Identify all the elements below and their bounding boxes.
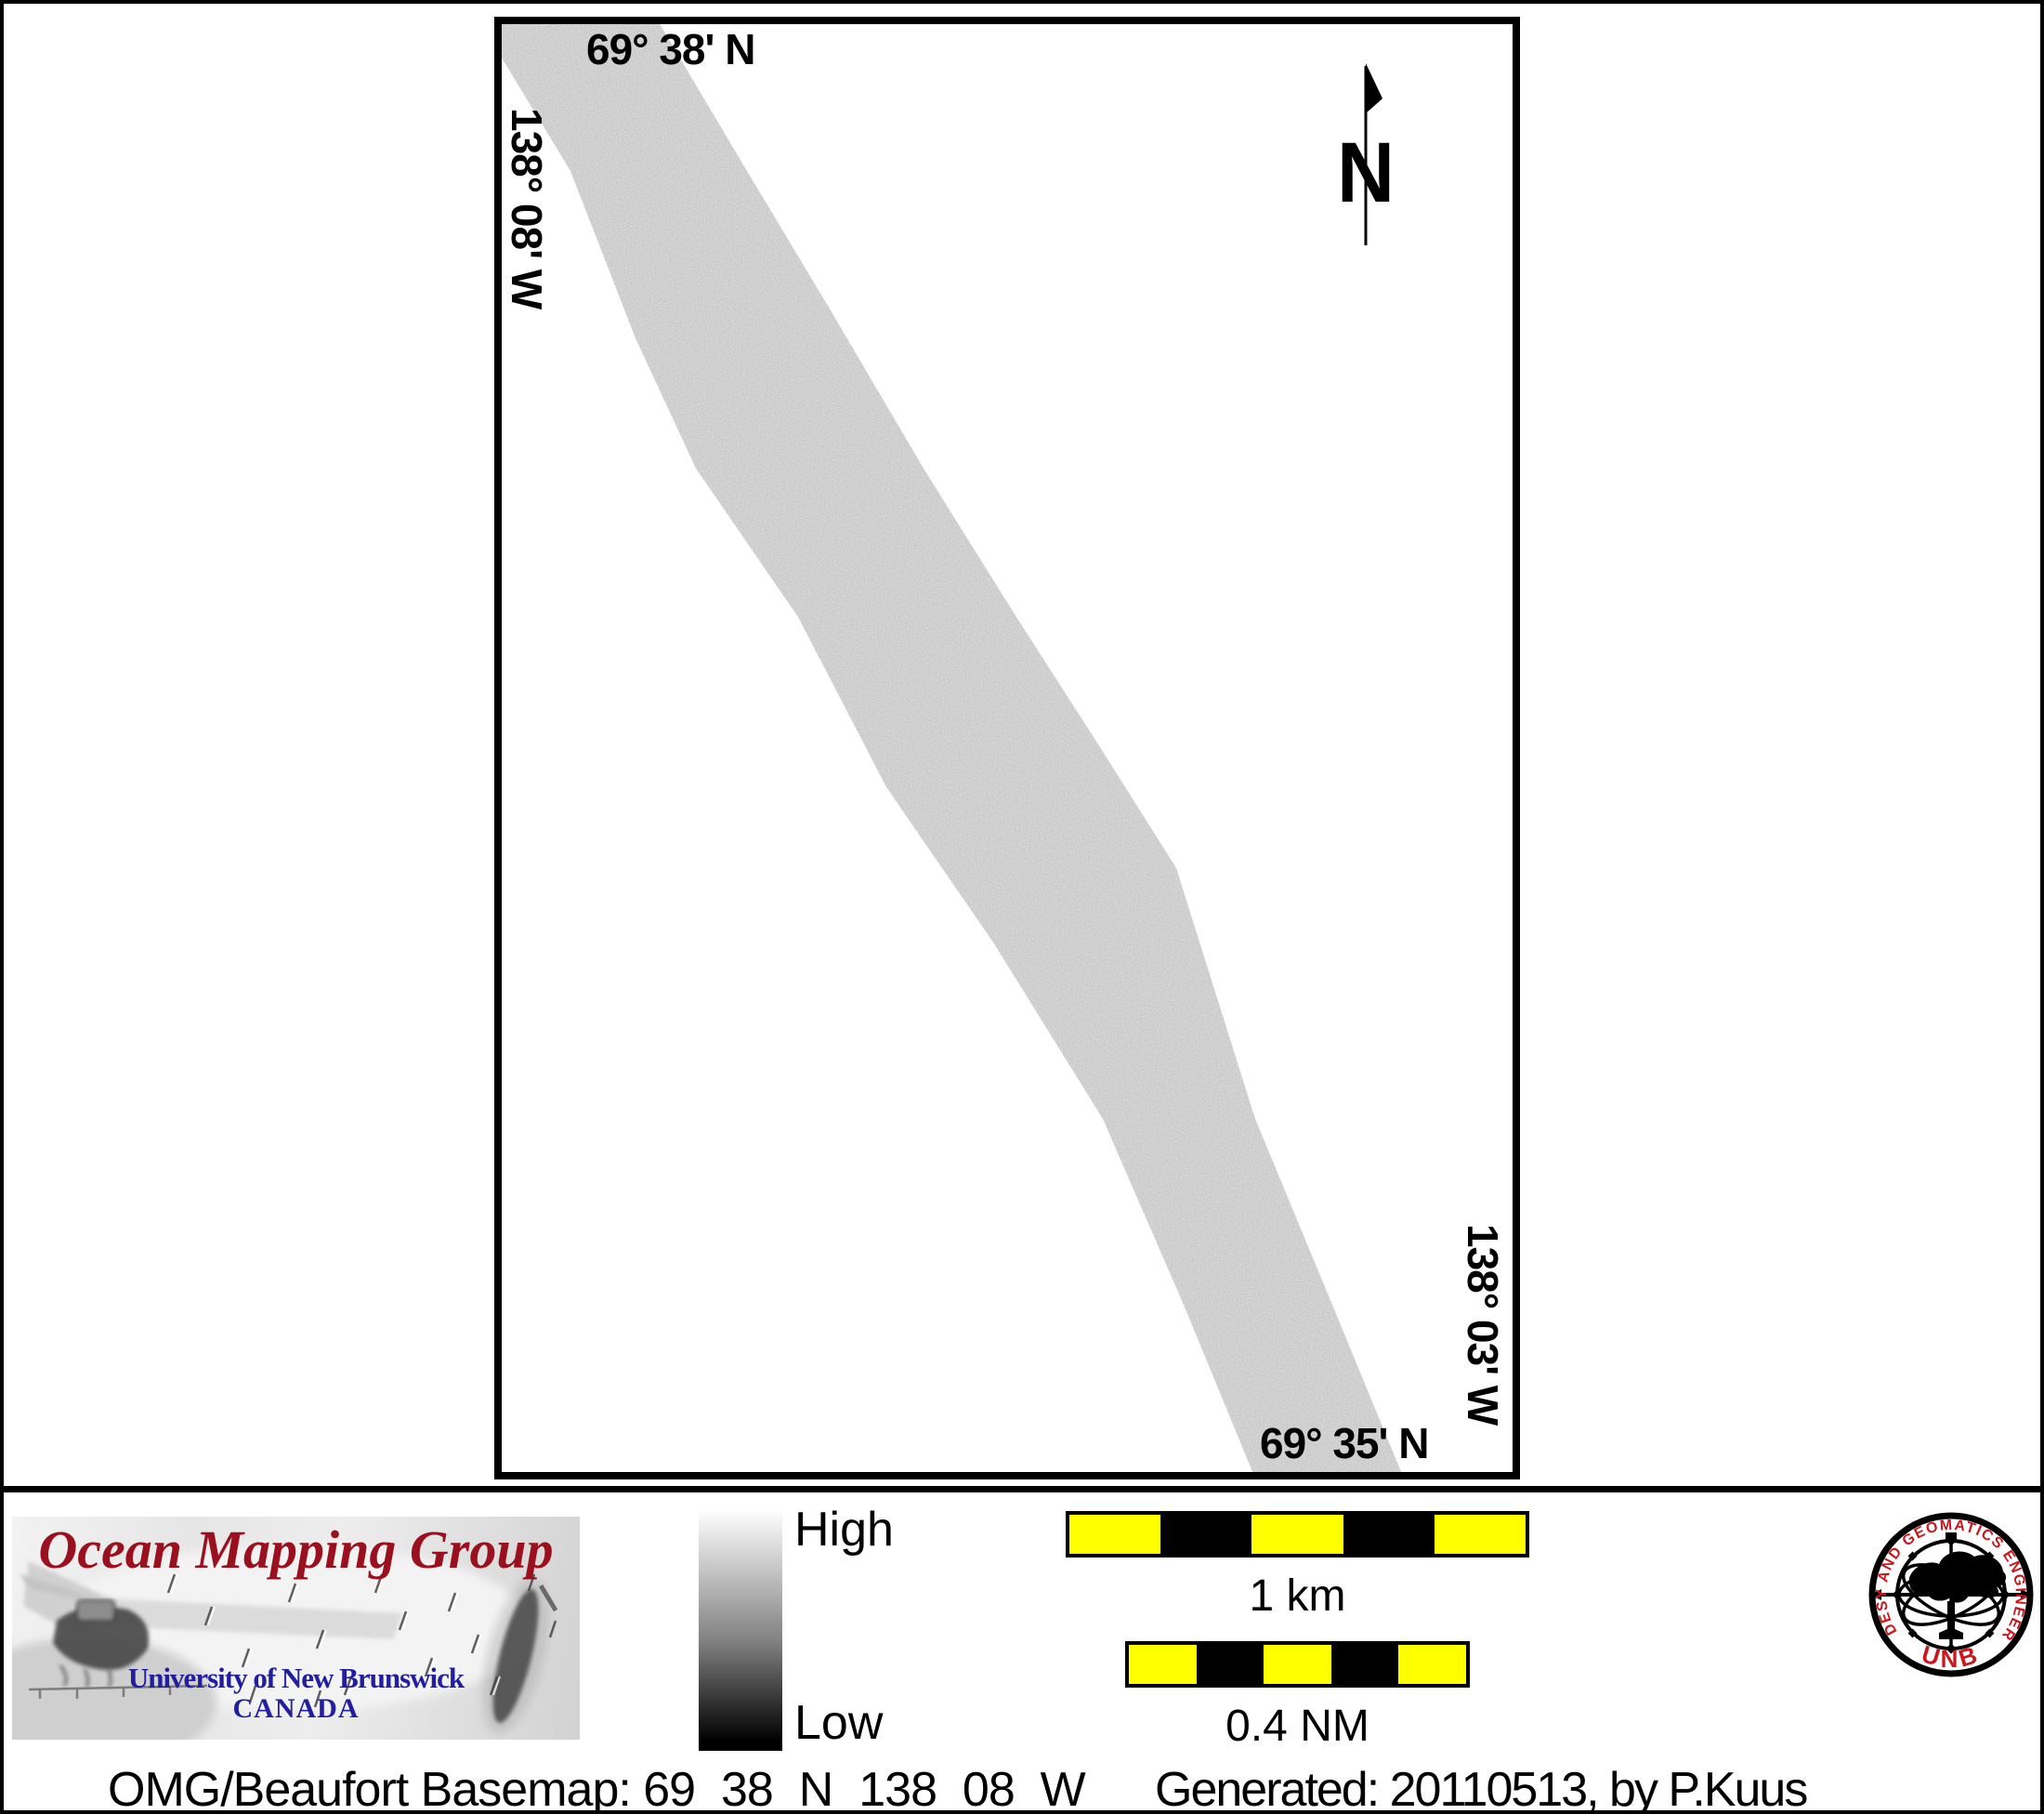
scalebar-segment [1330,1645,1399,1684]
seabed-scour-line [28,1684,208,1699]
legend-high-label: High [794,1503,894,1557]
scalebar-segment [1069,1515,1161,1554]
north-arrow-flag-icon [1366,63,1382,113]
seal-globe-continents [1908,1551,2007,1603]
legend-gradient-bar [699,1509,782,1751]
north-arrow: N [1337,63,1395,245]
scalebar-segment [1343,1515,1435,1554]
scalebar-km-label: 1 km [1249,1571,1346,1621]
label-longitude-right: 138° 03' W [1459,1224,1507,1426]
scalebar-segment [1434,1515,1526,1554]
wreck-wing-shadow [105,1598,402,1639]
seal-axis-tip-right [2021,1589,2032,1600]
seal-globe-stand [1939,1601,1963,1639]
backscatter-swath [502,24,1402,1472]
north-label: N [1337,125,1395,220]
label-latitude-bottom: 69° 35' N [1260,1419,1429,1467]
wreck-debris [59,1664,112,1689]
wreck-two [482,1578,558,1734]
omg-logo-university: University of New Brunswick [127,1662,465,1694]
wreck-two-hull [492,1589,539,1723]
omg-logo: Ocean Mapping Group University of New Br… [12,1517,580,1740]
scalebar-segment [1196,1645,1264,1684]
seal-globe-knob [1946,1532,1957,1542]
scalebar-km [1066,1511,1529,1558]
scalebar-segment [1398,1645,1466,1684]
omg-logo-country: CANADA [232,1693,360,1724]
wreck-two-mast [538,1584,558,1612]
footer-generated-text: Generated: 20110513, by P.Kuus [1155,1763,1808,1814]
omg-logo-title: Ocean Mapping Group [38,1519,554,1580]
sand-ripple-highlights [170,1573,501,1696]
legend-low-label: Low [794,1696,884,1750]
label-longitude-left: 138° 08' W [503,108,551,309]
scalebar-segment [1160,1515,1252,1554]
footer-basemap-text: OMG/Beaufort Basemap: 69_38_N_138_08_W [108,1763,1086,1814]
omg-logo-artwork [12,1545,558,1740]
scalebar-segment [1251,1515,1343,1554]
wreck-cabin [76,1599,115,1622]
wreck-body [53,1606,150,1671]
scalebar-segment [1264,1645,1331,1684]
sand-ripples [166,1573,557,1708]
scalebar-nm [1125,1641,1470,1688]
scalebar-segment [1129,1645,1197,1684]
svg-text:UNB: UNB [1919,1639,1984,1673]
scalebar-nm-label: 0.4 NM [1225,1702,1369,1751]
seal-acronym: UNB [1919,1639,1980,1673]
seal-axis-tip-left [1870,1589,1881,1600]
label-latitude-top: 69° 38' N [586,25,755,73]
panel-divider [4,1486,2040,1492]
sonar-swath-polygon [502,24,1402,1472]
unb-seal: GEODESY AND GEOMATICS ENGINEERING UNB [1865,1508,2034,1677]
